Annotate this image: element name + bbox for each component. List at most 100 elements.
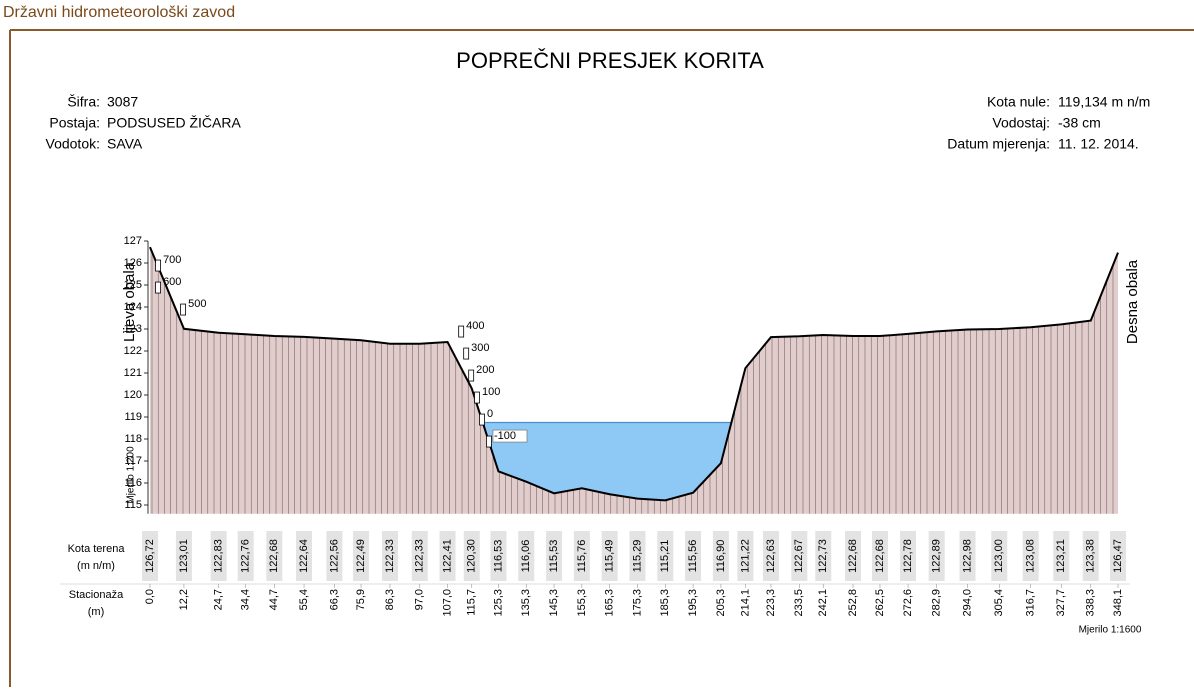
elevation-label: 115,21	[659, 540, 671, 573]
elevation-label: 122,83	[213, 539, 225, 573]
cell-bg	[900, 531, 917, 581]
cell-bg	[142, 531, 158, 581]
gauge-label: 400	[466, 320, 484, 332]
x-tick-label: 24,7	[213, 589, 225, 610]
x-tick-label: 55,4	[298, 589, 310, 610]
right-bank-label: Desna obala	[1124, 259, 1141, 344]
info-value: SAVA	[107, 136, 143, 152]
x-tick-label: 242,1	[817, 589, 829, 617]
x-tick-label: 252,8	[847, 589, 859, 617]
elevation-label: 122,41	[441, 539, 453, 573]
cell-bg	[762, 531, 779, 581]
y-tick-label: 118	[124, 433, 142, 445]
y-tick-label: 124	[124, 301, 142, 313]
row-unit: (m n/m)	[77, 560, 115, 572]
gauge	[155, 281, 161, 294]
elevation-label: 122,63	[765, 539, 777, 573]
cell-bg	[326, 531, 343, 581]
x-tick-label: 214,1	[739, 589, 751, 617]
x-tick-label: 86,3	[384, 589, 396, 610]
x-tick-label: 316,7	[1025, 589, 1037, 617]
info-label: Šifra:	[67, 94, 100, 110]
x-tick-label: 125,3	[492, 589, 504, 617]
info-label: Postaja:	[49, 115, 100, 131]
x-tick-label: 97,0	[414, 589, 426, 610]
gauge-label: 0	[487, 408, 493, 420]
gauge	[474, 391, 480, 404]
x-tick-label: 66,3	[328, 589, 340, 610]
x-tick-label: 185,3	[659, 589, 671, 617]
elevation-label: 115,53	[548, 540, 560, 573]
elevation-label: 122,73	[817, 539, 829, 573]
cell-bg	[463, 531, 480, 581]
x-tick-label: 348,1	[1112, 589, 1124, 617]
gauge	[155, 259, 161, 272]
gauge-label: 300	[471, 342, 489, 354]
elevation-label: 122,98	[961, 539, 973, 573]
x-tick-label: 282,9	[931, 589, 943, 617]
x-tick-label: 195,3	[687, 589, 699, 617]
row-unit: (m)	[88, 606, 105, 618]
elevation-label: 126,72	[144, 539, 156, 573]
info-label: Vodotok:	[46, 136, 101, 152]
ground-profile	[149, 246, 1119, 502]
gauge-label: 600	[163, 276, 181, 288]
x-tick-label: 0,0	[144, 589, 156, 604]
x-tick-label: 205,3	[715, 589, 727, 617]
y-tick-label: 125	[124, 279, 142, 291]
cell-bg	[411, 531, 428, 581]
cell-bg	[791, 531, 808, 581]
x-tick-label: 165,3	[604, 589, 616, 617]
cell-bg	[1053, 531, 1070, 581]
x-tick-label: 115,7	[466, 589, 478, 616]
gauge-label: 500	[188, 298, 206, 310]
cell-bg	[601, 531, 618, 581]
elevation-label: 123,21	[1055, 539, 1067, 573]
x-tick-label: 12,2	[178, 589, 190, 610]
elevation-label: 122,68	[874, 539, 886, 573]
y-tick-label: 120	[124, 389, 142, 401]
x-tick-label: 233,5	[793, 589, 805, 617]
elevation-label: 122,68	[268, 539, 280, 573]
elevation-label: 122,67	[793, 539, 805, 573]
elevation-label: 115,49	[604, 540, 616, 573]
cell-bg	[1082, 531, 1099, 581]
elevation-label: 122,56	[328, 539, 340, 573]
cell-bg	[712, 531, 729, 581]
x-tick-label: 338,3	[1085, 589, 1097, 617]
horizontal-scale: Mjerilo 1:1600	[1079, 625, 1142, 636]
gauge-label: 100	[482, 386, 500, 398]
cell-bg	[991, 531, 1008, 581]
gauge	[180, 303, 186, 316]
row-label: Stacionaža	[69, 589, 124, 601]
elevation-label: 116,90	[715, 540, 727, 573]
elevation-label: 122,33	[384, 539, 396, 573]
cell-bg	[266, 531, 283, 581]
elevation-label: 122,68	[847, 539, 859, 573]
cell-bg	[573, 531, 590, 581]
elevation-label: 120,30	[466, 539, 478, 573]
elevation-label: 115,76	[576, 540, 588, 573]
cell-bg	[175, 531, 192, 581]
gauge	[463, 347, 470, 360]
cell-bg	[439, 531, 456, 581]
cell-bg	[959, 531, 976, 581]
info-label: Datum mjerenja:	[947, 136, 1050, 152]
x-tick-label: 44,7	[268, 589, 280, 610]
y-tick-label: 119	[124, 411, 142, 423]
elevation-label: 122,89	[931, 539, 943, 573]
elevation-label: 122,64	[298, 539, 310, 573]
x-tick-label: 75,9	[355, 589, 367, 610]
elevation-label: 121,22	[739, 539, 751, 573]
cell-bg	[490, 531, 507, 581]
elevation-label: 122,49	[355, 539, 367, 573]
info-value: -38 cm	[1058, 115, 1101, 131]
gauge	[486, 435, 492, 448]
elevation-label: 122,78	[902, 539, 914, 573]
gauge-label: 700	[163, 254, 181, 266]
gauge	[468, 369, 475, 382]
cell-bg	[737, 531, 754, 581]
x-tick-label: 223,3	[765, 589, 777, 617]
